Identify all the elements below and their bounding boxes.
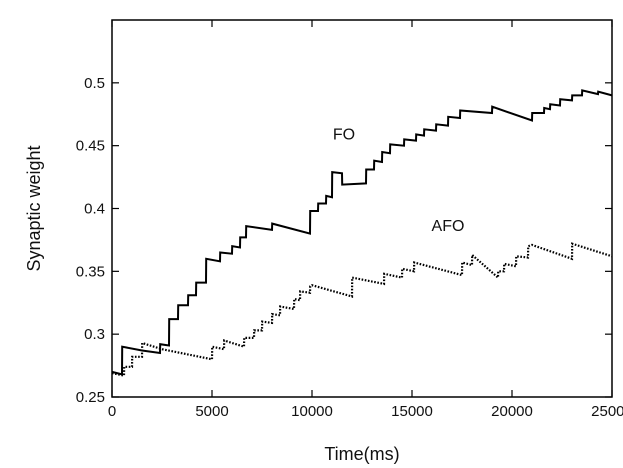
x-axis-title: Time(ms) bbox=[324, 444, 399, 464]
series-line-fo bbox=[111, 89, 613, 376]
x-tick-label: 0 bbox=[108, 403, 116, 420]
y-tick-label: 0.35 bbox=[76, 263, 105, 280]
y-tick-label: 0.4 bbox=[84, 201, 105, 218]
y-tick-label: 0.5 bbox=[84, 75, 105, 92]
y-tick-label: 0.3 bbox=[84, 326, 105, 343]
series-label-afo: AFO bbox=[432, 218, 465, 235]
y-tick-label: 0.45 bbox=[76, 138, 105, 155]
y-tick-label: 0.25 bbox=[76, 389, 105, 406]
plot-frame bbox=[111, 19, 613, 398]
y-axis-title: Synaptic weight bbox=[24, 145, 44, 271]
x-tick-label: 10000 bbox=[291, 403, 333, 420]
series-label-fo: FO bbox=[333, 126, 355, 143]
series-layer: FO AFO bbox=[111, 89, 613, 377]
x-tick-label: 20000 bbox=[491, 403, 533, 420]
x-tick-label: 15000 bbox=[391, 403, 433, 420]
series-line-afo bbox=[111, 242, 613, 377]
x-tick-label: 5000 bbox=[195, 403, 228, 420]
